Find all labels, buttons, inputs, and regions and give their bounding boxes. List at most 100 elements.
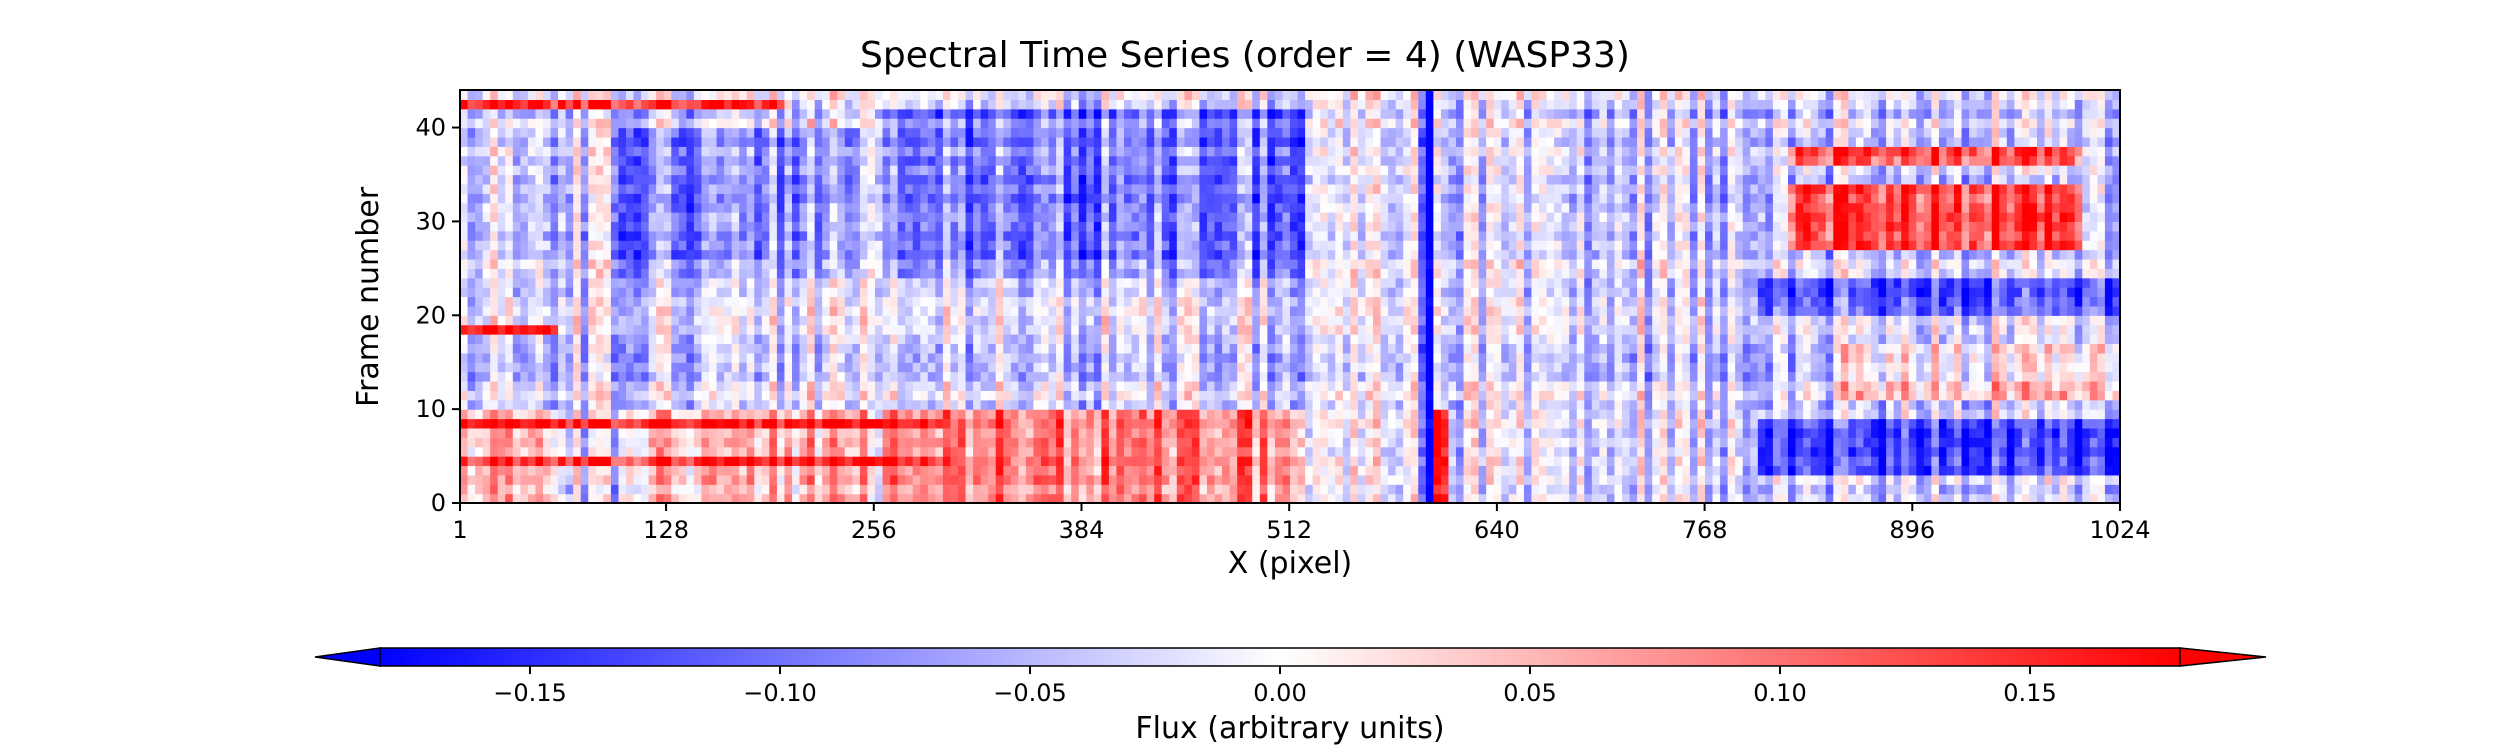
heatmap-cell bbox=[724, 409, 733, 420]
heatmap-cell bbox=[1735, 456, 1744, 467]
heatmap-cell bbox=[1561, 324, 1570, 335]
heatmap-cell bbox=[588, 343, 597, 354]
heatmap-cell bbox=[1554, 380, 1563, 391]
heatmap-cell bbox=[1342, 305, 1351, 316]
heatmap-cell bbox=[701, 287, 710, 298]
heatmap-cell bbox=[527, 324, 537, 335]
heatmap-cell bbox=[1637, 324, 1646, 335]
heatmap-cell bbox=[2044, 456, 2053, 467]
heatmap-cell bbox=[950, 380, 959, 391]
heatmap-cell bbox=[1508, 390, 1517, 401]
heatmap-cell bbox=[2112, 427, 2121, 438]
heatmap-cell bbox=[897, 305, 906, 316]
heatmap-cell bbox=[1682, 493, 1691, 504]
heatmap-cell bbox=[2082, 315, 2091, 326]
heatmap-cell bbox=[867, 324, 876, 335]
heatmap-cell bbox=[1041, 456, 1050, 467]
heatmap-cell bbox=[837, 334, 846, 345]
heatmap-cell bbox=[1471, 409, 1480, 420]
heatmap-cell bbox=[1388, 324, 1397, 335]
heatmap-cell bbox=[497, 493, 506, 504]
heatmap-cell bbox=[626, 305, 635, 316]
heatmap-cell bbox=[890, 324, 899, 335]
heatmap-cell bbox=[1984, 390, 1993, 401]
heatmap-cell bbox=[1727, 343, 1736, 354]
heatmap-cell bbox=[1214, 296, 1223, 307]
heatmap-cell bbox=[1606, 493, 1616, 504]
heatmap-cell bbox=[2067, 315, 2076, 326]
heatmap-cell bbox=[754, 296, 763, 307]
heatmap-cell bbox=[1244, 399, 1253, 410]
heatmap-cell bbox=[475, 493, 484, 504]
heatmap-cell bbox=[1282, 343, 1291, 354]
heatmap-cell bbox=[731, 484, 740, 495]
heatmap-cell bbox=[1795, 446, 1804, 457]
heatmap-cell bbox=[475, 324, 484, 335]
heatmap-cell bbox=[573, 305, 582, 316]
heatmap-cell bbox=[475, 315, 484, 326]
heatmap-cell bbox=[1003, 324, 1012, 335]
heatmap-cell bbox=[942, 484, 952, 495]
heatmap-cell bbox=[1463, 409, 1472, 420]
heatmap-cell bbox=[1086, 474, 1095, 485]
heatmap-cell bbox=[475, 465, 484, 476]
heatmap-cell bbox=[1229, 390, 1238, 401]
heatmap-cell bbox=[1742, 305, 1751, 316]
heatmap-cell bbox=[2097, 305, 2106, 316]
heatmap-cell bbox=[1644, 296, 1653, 307]
heatmap-cell bbox=[1667, 437, 1676, 448]
heatmap-cell bbox=[844, 418, 853, 429]
heatmap-cell bbox=[573, 371, 582, 382]
heatmap-cell bbox=[1259, 362, 1268, 373]
heatmap-cell bbox=[1614, 409, 1623, 420]
heatmap-cell bbox=[1946, 427, 1955, 438]
heatmap-cell bbox=[1327, 456, 1336, 467]
heatmap-cell bbox=[1606, 484, 1616, 495]
heatmap-cell bbox=[1757, 343, 1766, 354]
heatmap-cell bbox=[1222, 334, 1231, 345]
heatmap-cell bbox=[1531, 380, 1540, 391]
heatmap-cell bbox=[1501, 296, 1510, 307]
heatmap-cell bbox=[1871, 371, 1880, 382]
heatmap-cell bbox=[844, 484, 853, 495]
heatmap-cell bbox=[1108, 352, 1118, 363]
heatmap-cell bbox=[573, 484, 582, 495]
heatmap-cell bbox=[1282, 334, 1291, 345]
heatmap-cell bbox=[1471, 465, 1480, 476]
heatmap-cell bbox=[1320, 287, 1329, 298]
heatmap-cell bbox=[1886, 493, 1895, 504]
heatmap-cell bbox=[1093, 352, 1102, 363]
heatmap-cell bbox=[1410, 343, 1419, 354]
heatmap-cell bbox=[1259, 343, 1268, 354]
heatmap-cell bbox=[1629, 362, 1638, 373]
heatmap-cell bbox=[656, 334, 665, 345]
heatmap-cell bbox=[1938, 456, 1948, 467]
heatmap-cell bbox=[1984, 465, 1993, 476]
heatmap-cell bbox=[958, 352, 967, 363]
heatmap-cell bbox=[1622, 334, 1631, 345]
heatmap-cell bbox=[543, 437, 552, 448]
heatmap-cell bbox=[1584, 305, 1593, 316]
heatmap-cell bbox=[693, 446, 703, 457]
heatmap-cell bbox=[807, 334, 816, 345]
heatmap-cell bbox=[837, 427, 846, 438]
heatmap-cell bbox=[709, 371, 718, 382]
heatmap-cell bbox=[2112, 446, 2121, 457]
heatmap-cell bbox=[1463, 456, 1472, 467]
heatmap-cell bbox=[1380, 427, 1389, 438]
heatmap-cell bbox=[1101, 465, 1110, 476]
heatmap-cell bbox=[1131, 380, 1140, 391]
heatmap-cell bbox=[1456, 456, 1465, 467]
heatmap-cell bbox=[1788, 296, 1797, 307]
heatmap-cell bbox=[867, 427, 876, 438]
heatmap-cell bbox=[1493, 305, 1502, 316]
heatmap-cell bbox=[1395, 334, 1404, 345]
heatmap-cell bbox=[512, 446, 521, 457]
heatmap-cell bbox=[761, 287, 770, 298]
heatmap-cell bbox=[1712, 465, 1721, 476]
heatmap-cell bbox=[1855, 465, 1865, 476]
heatmap-cell bbox=[1463, 446, 1472, 457]
heatmap-cell bbox=[1282, 390, 1291, 401]
heatmap-cell bbox=[1569, 352, 1578, 363]
heatmap-cell bbox=[1373, 465, 1382, 476]
